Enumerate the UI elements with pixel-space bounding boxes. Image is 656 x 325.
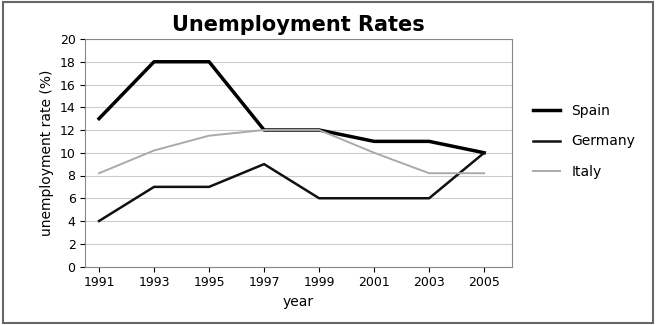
Italy [480,171,488,175]
Line: Spain: Spain [99,62,484,153]
Spain [370,139,378,143]
Germany [205,185,213,189]
Italy [260,128,268,132]
Germany [260,162,268,166]
Italy [150,149,158,152]
Spain [480,151,488,155]
Germany [95,219,103,223]
Title: Unemployment Rates: Unemployment Rates [172,15,425,35]
Italy [370,151,378,155]
Germany [315,196,323,200]
X-axis label: year: year [283,295,314,309]
Spain [260,128,268,132]
Italy [95,171,103,175]
Spain [425,139,433,143]
Spain [95,117,103,121]
Germany [370,196,378,200]
Spain [315,128,323,132]
Line: Germany: Germany [99,153,484,221]
Germany [425,196,433,200]
Italy [425,171,433,175]
Spain [205,60,213,64]
Y-axis label: unemployment rate (%): unemployment rate (%) [40,70,54,236]
Germany [480,151,488,155]
Italy [205,134,213,138]
Legend: Spain, Germany, Italy: Spain, Germany, Italy [527,98,641,185]
Germany [150,185,158,189]
Italy [315,128,323,132]
Line: Italy: Italy [99,130,484,173]
Spain [150,60,158,64]
